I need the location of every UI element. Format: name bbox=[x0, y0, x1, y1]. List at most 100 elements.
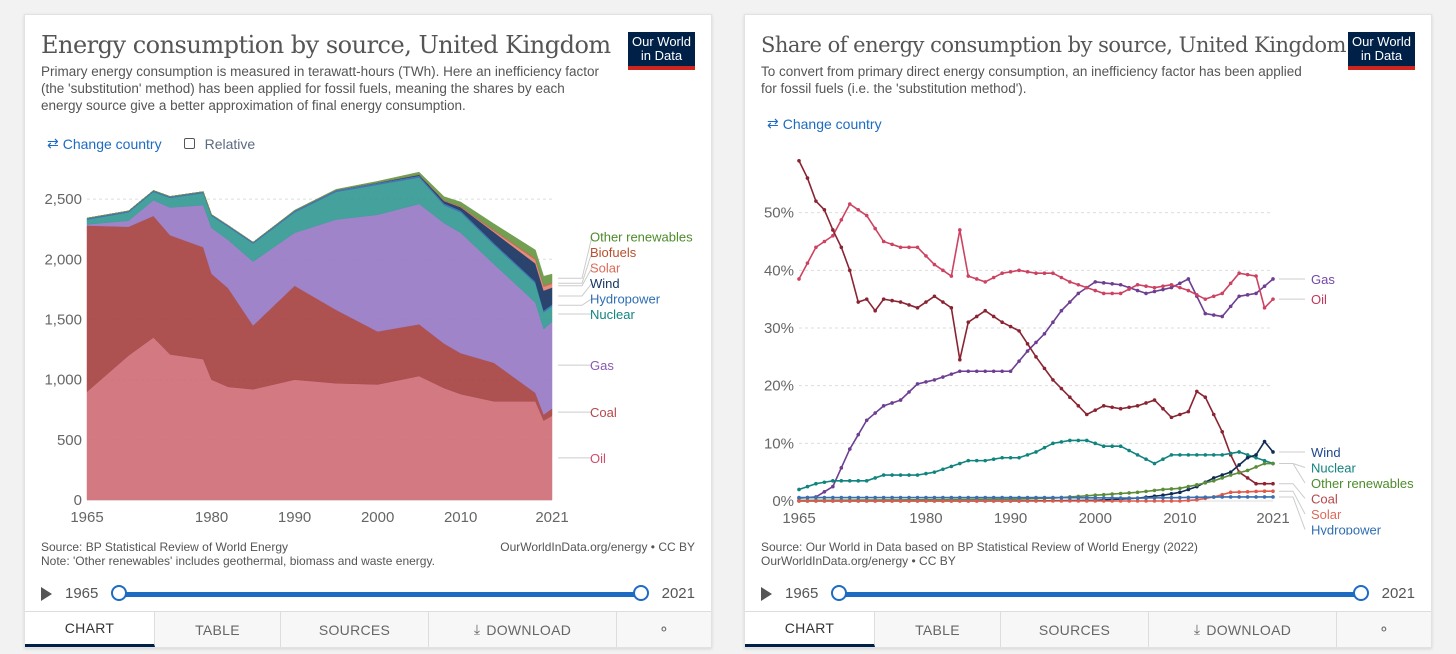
point-oil bbox=[1084, 285, 1089, 290]
point-coal bbox=[890, 298, 894, 303]
point-oil bbox=[941, 268, 945, 273]
point-solar bbox=[1110, 499, 1114, 503]
point-oil bbox=[1051, 271, 1055, 276]
point-wind bbox=[1254, 453, 1258, 457]
point-oil bbox=[864, 213, 869, 218]
relative-checkbox[interactable] bbox=[183, 138, 195, 149]
point-hydropower bbox=[1135, 496, 1140, 500]
point-nuclear bbox=[1068, 438, 1072, 443]
tab-sources[interactable]: SOURCES bbox=[281, 612, 429, 647]
tab-table[interactable]: TABLE bbox=[875, 612, 1001, 647]
point-coal bbox=[907, 303, 911, 307]
left-chart-series-label: Gas bbox=[590, 358, 614, 373]
point-gas bbox=[1254, 291, 1258, 296]
point-nuclear bbox=[1101, 444, 1106, 449]
left-chart-series-label: Wind bbox=[590, 276, 620, 291]
point-gas bbox=[983, 369, 988, 374]
left-chart-series-label: Coal bbox=[590, 405, 617, 420]
point-solar bbox=[932, 499, 937, 503]
point-hydropower bbox=[1211, 495, 1216, 499]
point-coal bbox=[1042, 366, 1047, 371]
line-chart[interactable]: 0% 10% 20% 30% 40% 50% 1965 1980 1990 2000 2010 202… bbox=[745, 15, 1431, 535]
tab-chart[interactable]: CHART bbox=[745, 612, 875, 647]
timeline-start-handle[interactable] bbox=[111, 585, 127, 601]
point-gas bbox=[1076, 291, 1081, 296]
play-icon[interactable] bbox=[41, 587, 52, 601]
point-nuclear bbox=[881, 473, 886, 477]
share-icon: ⚬ bbox=[657, 621, 671, 637]
point-oil bbox=[873, 226, 877, 231]
license-line[interactable]: OurWorldInData.org/energy • CC BY bbox=[761, 554, 956, 568]
tab-download[interactable]: ⤓ DOWNLOAD bbox=[1149, 612, 1337, 647]
relative-toggle[interactable]: Relative bbox=[183, 136, 255, 152]
point-solar bbox=[1034, 499, 1038, 503]
point-hydropower bbox=[856, 495, 861, 500]
point-solar bbox=[1169, 499, 1174, 503]
right-chart-ytick-label: 30% bbox=[764, 320, 794, 337]
point-gas bbox=[1220, 314, 1225, 319]
point-wind bbox=[1211, 476, 1216, 480]
tab-share[interactable]: ⚬ bbox=[1337, 612, 1431, 647]
change-country-button[interactable]: ⇄ Change country bbox=[767, 115, 882, 132]
point-gas bbox=[1135, 288, 1140, 293]
point-oil bbox=[1110, 291, 1114, 296]
point-coal bbox=[1008, 324, 1013, 329]
tab-chart[interactable]: CHART bbox=[25, 612, 155, 647]
point-other-renewables bbox=[1262, 461, 1267, 466]
timeline-track[interactable] bbox=[839, 592, 1361, 597]
point-solar bbox=[924, 499, 928, 503]
play-icon[interactable] bbox=[761, 587, 772, 601]
timeline-track[interactable] bbox=[119, 592, 641, 597]
stacked-area-chart[interactable]: 0 500 1,000 1,500 2,000 2,500 1965 1980 1990 2000… bbox=[25, 15, 711, 535]
point-nuclear bbox=[1245, 453, 1250, 457]
left-chart-label-connector bbox=[558, 267, 593, 287]
point-nuclear bbox=[1127, 448, 1131, 453]
download-icon: ⤓ bbox=[473, 621, 481, 637]
timeline-end-handle[interactable] bbox=[633, 585, 649, 601]
point-hydropower bbox=[1271, 495, 1275, 499]
point-gas bbox=[1059, 308, 1064, 313]
point-oil bbox=[1271, 297, 1275, 301]
owid-logo[interactable]: Our World in Data bbox=[628, 32, 695, 70]
right-chart-ytick-label: 20% bbox=[764, 378, 794, 395]
point-wind bbox=[1186, 487, 1191, 492]
tab-table[interactable]: TABLE bbox=[155, 612, 281, 647]
point-nuclear bbox=[958, 461, 962, 466]
point-gas bbox=[1161, 287, 1165, 292]
point-hydropower bbox=[958, 495, 962, 500]
point-oil bbox=[1254, 274, 1258, 278]
point-nuclear bbox=[805, 484, 810, 489]
point-nuclear bbox=[1144, 457, 1148, 461]
tab-download[interactable]: ⤓ DOWNLOAD bbox=[429, 612, 617, 647]
point-hydropower bbox=[1178, 495, 1182, 500]
point-coal bbox=[1034, 355, 1038, 359]
tab-share[interactable]: ⚬ bbox=[617, 612, 711, 647]
change-country-button[interactable]: ⇄ Change country bbox=[47, 135, 162, 152]
point-nuclear bbox=[839, 479, 844, 483]
owid-logo[interactable]: Our World in Data bbox=[1348, 32, 1415, 70]
point-oil bbox=[847, 202, 852, 206]
chart-controls: ⇄ Change country Relative bbox=[47, 135, 255, 152]
point-oil bbox=[1169, 282, 1174, 287]
point-other-renewables bbox=[1237, 470, 1241, 475]
point-solar bbox=[941, 499, 945, 503]
point-hydropower bbox=[941, 495, 945, 500]
point-coal bbox=[814, 199, 818, 203]
timeline-start-handle[interactable] bbox=[831, 585, 847, 601]
point-gas bbox=[1025, 349, 1030, 353]
point-nuclear bbox=[1211, 453, 1216, 457]
chart-controls: ⇄ Change country bbox=[767, 115, 882, 132]
point-gas bbox=[831, 484, 835, 489]
point-coal bbox=[983, 308, 988, 313]
license-link[interactable]: OurWorldInData.org/energy • CC BY bbox=[500, 540, 695, 554]
point-hydropower bbox=[1034, 495, 1038, 500]
point-gas bbox=[941, 375, 945, 379]
right-chart-series-label: Wind bbox=[1311, 445, 1341, 460]
tab-sources[interactable]: SOURCES bbox=[1001, 612, 1149, 647]
point-hydropower bbox=[1203, 495, 1208, 499]
timeline-end-handle[interactable] bbox=[1353, 585, 1369, 601]
point-nuclear bbox=[1178, 453, 1182, 457]
point-other-renewables bbox=[1135, 490, 1140, 495]
right-chart-series-label: Other renewables bbox=[1311, 476, 1414, 491]
point-gas bbox=[847, 447, 852, 451]
